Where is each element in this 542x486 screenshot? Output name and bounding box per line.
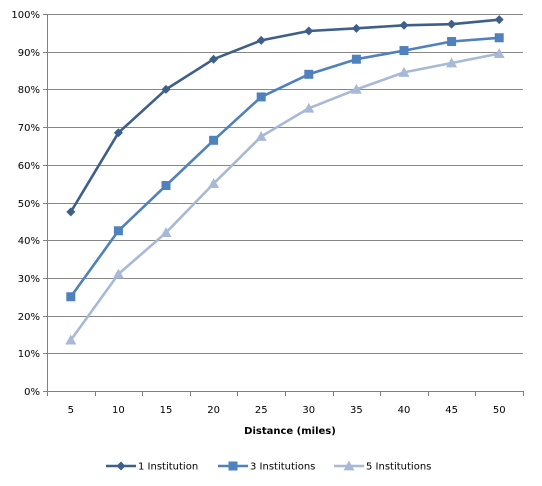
data-point xyxy=(161,84,171,94)
data-point xyxy=(304,26,314,36)
data-point xyxy=(255,131,267,141)
y-tick-label: 0% xyxy=(24,387,40,398)
data-point xyxy=(161,181,171,191)
series-3 xyxy=(65,48,505,345)
legend-label: 1 Institution xyxy=(138,462,198,473)
data-point xyxy=(303,102,315,113)
legend-label: 5 Institutions xyxy=(366,462,431,473)
x-tick-label: 5 xyxy=(68,405,74,416)
legend-marker xyxy=(116,461,126,471)
data-point xyxy=(398,66,410,77)
y-tick-label: 80% xyxy=(18,85,40,96)
data-point xyxy=(493,48,505,58)
data-point xyxy=(350,83,362,94)
x-tick-label: 35 xyxy=(350,405,363,416)
x-tick-label: 45 xyxy=(445,405,458,416)
x-tick-label: 10 xyxy=(112,405,125,416)
legend-item: 3 Institutions xyxy=(218,461,315,473)
data-point xyxy=(494,33,504,43)
x-tick-label: 25 xyxy=(255,405,268,416)
y-tick-label: 20% xyxy=(18,312,40,323)
data-point xyxy=(209,135,219,145)
data-point xyxy=(351,23,361,33)
series-line xyxy=(69,52,500,341)
series-1 xyxy=(66,15,504,217)
y-tick-label: 60% xyxy=(18,161,40,172)
data-point xyxy=(399,20,409,30)
data-point xyxy=(160,227,172,238)
data-point xyxy=(113,128,123,138)
x-tick-label: 30 xyxy=(302,405,315,416)
series-2 xyxy=(66,33,504,302)
data-point xyxy=(209,54,219,64)
x-tick-label: 20 xyxy=(207,405,220,416)
data-point xyxy=(304,69,314,79)
data-point xyxy=(446,57,458,68)
y-tick-label: 10% xyxy=(18,349,40,360)
y-tick-label: 100% xyxy=(11,10,40,21)
legend-marker xyxy=(228,461,238,471)
y-tick-label: 50% xyxy=(18,199,40,210)
data-point xyxy=(447,19,457,29)
series-line xyxy=(69,18,500,213)
y-tick-label: 30% xyxy=(18,274,40,285)
y-tick-label: 70% xyxy=(18,123,40,134)
data-point xyxy=(66,207,76,217)
data-point xyxy=(399,46,409,56)
data-point xyxy=(494,15,504,25)
data-point xyxy=(208,178,220,189)
legend-item: 1 Institution xyxy=(106,461,198,473)
data-point xyxy=(112,268,124,279)
x-tick-label: 40 xyxy=(398,405,411,416)
data-point xyxy=(256,92,266,102)
data-point xyxy=(65,334,77,345)
data-point xyxy=(113,226,123,236)
x-axis-title: Distance (miles) xyxy=(244,426,336,437)
legend-label: 3 Institutions xyxy=(250,462,315,473)
y-tick-label: 40% xyxy=(18,236,40,247)
data-point xyxy=(256,35,266,45)
x-tick-label: 15 xyxy=(160,405,173,416)
legend: 1 Institution 3 Institutions 5 Institution… xyxy=(106,460,431,473)
y-tick-label: 90% xyxy=(18,48,40,59)
data-point xyxy=(447,37,457,47)
data-point xyxy=(351,54,361,64)
series-line xyxy=(69,36,500,298)
legend-item: 5 Institutions xyxy=(334,460,431,473)
x-tick-label: 50 xyxy=(493,405,506,416)
data-point xyxy=(66,292,76,302)
legend-marker xyxy=(343,460,355,471)
